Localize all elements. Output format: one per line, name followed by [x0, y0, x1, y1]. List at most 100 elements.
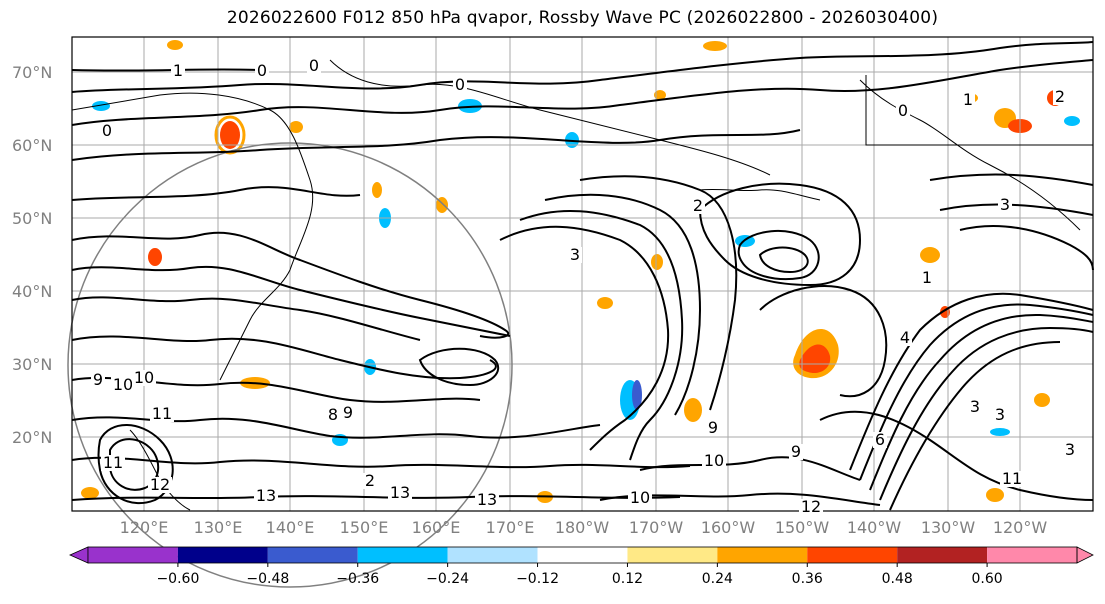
colorbar-tick-label: −0.48 [246, 571, 289, 587]
contour-label-bg [326, 407, 340, 423]
contour-label-bg [568, 247, 582, 263]
lat-label: 50°N [12, 209, 52, 228]
contour-label: 9 [791, 442, 801, 461]
contour-label: 1 [963, 90, 973, 109]
colorbar-swatch [807, 547, 898, 563]
contour-label: 9 [343, 403, 353, 422]
lon-label: 140°E [266, 518, 315, 537]
contour-label: 0 [257, 61, 267, 80]
contour-label: 3 [1065, 440, 1075, 459]
latitude-labels: 70°N 60°N 50°N 40°N 30°N 20°N [12, 63, 52, 447]
colorbar-left-arrow [69, 546, 89, 564]
longitude-labels: 120°E 130°E 140°E 150°E 160°E 170°E 180°… [120, 518, 1048, 537]
coastlines [71, 59, 1093, 511]
colorbar-swatch [357, 547, 448, 563]
contour-label: 0 [898, 101, 908, 120]
lon-label: 150°W [775, 518, 830, 537]
contour-label-bg [898, 330, 912, 346]
contour-label: 1 [173, 61, 183, 80]
contour-label: 12 [801, 497, 821, 516]
contour-label: 10 [704, 451, 724, 470]
colorbar-tick-label: 0.60 [972, 571, 1003, 587]
contour-label: 3 [995, 405, 1005, 424]
lat-label: 40°N [12, 282, 52, 301]
colorbar-frame [87, 546, 1078, 564]
contour-label-bg [100, 123, 114, 139]
contour-label-bg [1053, 89, 1067, 105]
contour-label-bg [1000, 471, 1024, 487]
contour-label-bg [254, 488, 278, 504]
contour-label-bg [702, 453, 726, 469]
contour-label-bg [453, 77, 467, 93]
lon-label: 180°W [555, 518, 610, 537]
lon-label: 120°W [993, 518, 1048, 537]
contour-label: 10 [134, 368, 154, 387]
contour-label: 11 [152, 404, 172, 423]
contour-label-bg [341, 405, 355, 421]
colorbar-swatch [717, 547, 808, 563]
contour-label-bg [706, 420, 720, 436]
colorbar-swatch [267, 547, 358, 563]
colorbar-swatch [987, 547, 1077, 563]
contour-label: 13 [390, 483, 410, 502]
contour-label-bg [255, 63, 269, 79]
lat-label: 60°N [12, 136, 52, 155]
contour-label: 2 [1055, 87, 1065, 106]
contour-label-bg [388, 485, 412, 501]
region-circle [67, 142, 513, 588]
contour-label-bg [111, 377, 135, 393]
contour-label-bg [132, 370, 156, 386]
lon-label: 130°E [194, 518, 243, 537]
contour-label-bg [799, 499, 823, 515]
lat-label: 70°N [12, 63, 52, 82]
colorbar-swatch [897, 547, 988, 563]
lon-label: 170°E [486, 518, 535, 537]
contour-label: 8 [328, 405, 338, 424]
contour-label: 10 [113, 375, 133, 394]
contour-label-bg [628, 490, 652, 506]
lon-label: 160°W [701, 518, 756, 537]
contour-label-bg [91, 372, 105, 388]
contour-label: 3 [970, 397, 980, 416]
colorbar: −0.60 −0.48 −0.36 −0.24 −0.12 0.12 0.24 0.36 0.4… [69, 546, 1094, 587]
contour-label-bg [1063, 442, 1077, 458]
colorbar-tick-label: −0.60 [156, 571, 199, 587]
contour-label-bg [961, 92, 975, 108]
colorbar-tick-label: 0.12 [612, 571, 643, 587]
colorbar-swatch [88, 547, 178, 563]
contour-label: 4 [900, 328, 910, 347]
colorbar-tick-label: 0.24 [702, 571, 733, 587]
colorbar-swatch [627, 547, 718, 563]
contour-label: 2 [365, 471, 375, 490]
contour-label: 10 [630, 488, 650, 507]
contour-label-bg [993, 407, 1007, 423]
contour-label: 11 [1002, 469, 1022, 488]
colorbar-tick-label: 0.36 [792, 571, 823, 587]
lon-label: 130°W [921, 518, 976, 537]
colorbar-right-arrow [1076, 546, 1094, 564]
colorbar-swatch [177, 547, 268, 563]
contour-label-bg [475, 492, 499, 508]
gridlines [72, 37, 1093, 511]
contour-label: 3 [1000, 195, 1010, 214]
lon-label: 120°E [120, 518, 169, 537]
contour-label: 9 [708, 418, 718, 437]
contour-label: 13 [256, 486, 276, 505]
colorbar-swatch [537, 547, 628, 563]
contour-label: 0 [309, 56, 319, 75]
colorbar-tick-label: −0.12 [516, 571, 559, 587]
lon-label: 150°E [340, 518, 389, 537]
contour-label: 6 [875, 430, 885, 449]
contour-label-bg [968, 399, 982, 415]
contour-label: 11 [103, 453, 123, 472]
contour-label-bg [307, 58, 321, 74]
lon-label: 140°W [847, 518, 902, 537]
colorbar-tick-label: −0.24 [426, 571, 469, 587]
contour-label: 3 [570, 245, 580, 264]
contour-label-bg [150, 406, 174, 422]
contour-label: 12 [150, 475, 170, 494]
lon-label: 160°E [412, 518, 461, 537]
contour-label: 13 [477, 490, 497, 509]
